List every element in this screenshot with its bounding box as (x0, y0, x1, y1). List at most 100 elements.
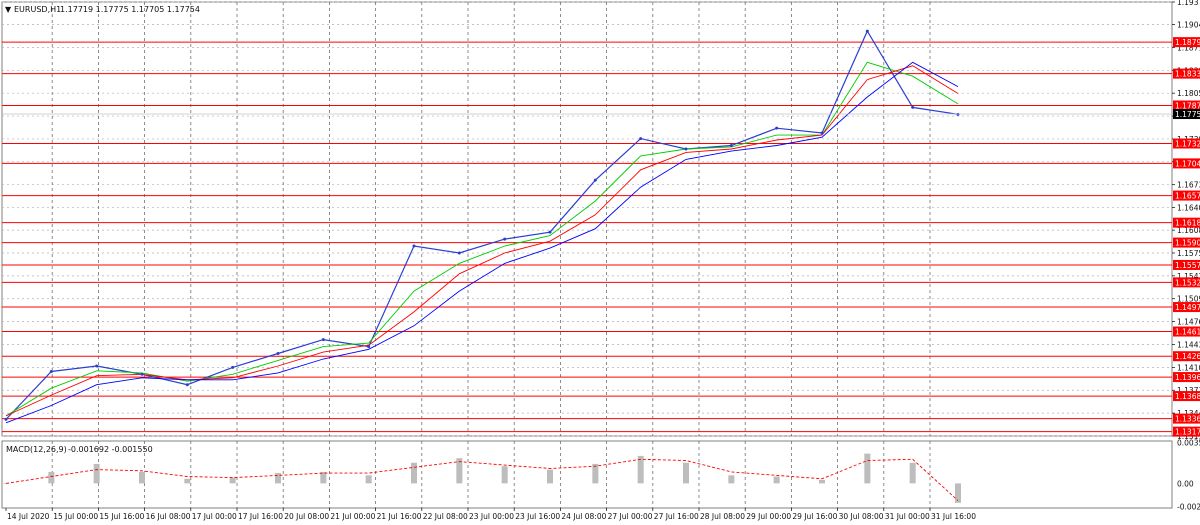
level-badge (1173, 277, 1200, 288)
macd-bar (819, 479, 825, 484)
macd-bar (184, 478, 191, 484)
price-tick-label: 1.19370 (1177, 0, 1200, 7)
level-badge (1173, 372, 1200, 383)
macd-values: -0.001692 -0.001550 (68, 445, 153, 454)
price-point (231, 365, 235, 369)
macd-bar (909, 462, 916, 484)
price-tick-label: 1.16735 (1177, 181, 1200, 190)
level-badge-label: 1.14970 (1175, 303, 1200, 312)
price-tick-label: 1.16405 (1177, 204, 1200, 213)
level-badge (1173, 158, 1200, 169)
level-badge (1173, 259, 1200, 270)
macd-tick-label: -0.00203 (1177, 503, 1200, 512)
price-axis: 1.193701.190451.187151.183851.180551.177… (2, 0, 1200, 441)
price-point (820, 131, 824, 135)
price-point (4, 417, 8, 421)
symbol-header: ▼ EURUSD,H1 1.17719 1.17775 1.17705 1.17… (5, 5, 200, 14)
price-point (95, 364, 99, 368)
price-tick-label: 1.18715 (1177, 43, 1200, 52)
price-line (5, 29, 959, 420)
current-price-label: 1.17754 (1175, 110, 1200, 119)
price-point (593, 178, 597, 182)
level-badge (1173, 351, 1200, 362)
level-badge (1173, 237, 1200, 248)
macd-header: MACD(12,26,9) -0.001692 -0.001550 (6, 445, 153, 454)
time-tick-label: 17 Jul 16:00 (238, 512, 283, 521)
macd-bar (93, 463, 100, 484)
time-tick-label: 22 Jul 08:00 (423, 512, 468, 521)
level-badge-label: 1.13173 (1175, 428, 1200, 437)
grid (2, 1, 1172, 508)
price-tick-label: 1.13770 (1177, 386, 1200, 395)
price-point (548, 230, 552, 234)
level-badge (1173, 413, 1200, 424)
price-tick-label: 1.14760 (1177, 318, 1200, 327)
macd-bar (955, 483, 961, 503)
symbol-label: EURUSD,H1 (14, 5, 61, 14)
time-tick-label: 31 Jul 00:00 (885, 512, 930, 521)
time-tick-label: 15 Jul 00:00 (53, 512, 98, 521)
time-tick-label: 16 Jul 08:00 (146, 512, 191, 521)
level-badge-label: 1.16578 (1175, 192, 1200, 201)
level-badge-label: 1.13960 (1175, 373, 1200, 382)
macd-indicator (3, 453, 961, 503)
price-series (4, 29, 960, 424)
level-badge (1173, 100, 1200, 111)
time-tick-label: 29 Jul 00:00 (746, 512, 791, 521)
time-tick-label: 27 Jul 00:00 (608, 512, 653, 521)
macd-bar (275, 473, 281, 484)
current-price-badge (1173, 109, 1200, 120)
price-tick-label: 1.19045 (1177, 21, 1200, 30)
macd-bar (411, 462, 417, 484)
ma-mid-line (5, 65, 959, 417)
time-tick-label: 23 Jul 16:00 (515, 512, 560, 521)
collapse-triangle-icon[interactable]: ▼ (5, 5, 12, 14)
macd-bar (773, 476, 780, 484)
time-tick-label: 20 Jul 08:00 (284, 512, 329, 521)
level-badge (1173, 190, 1200, 201)
price-point (276, 351, 280, 355)
price-point (140, 372, 144, 376)
level-badge-label: 1.15900 (1175, 239, 1200, 248)
time-axis: 14 Jul 2020 15 Jul 00:00 15 Jul 16:00 16 Ju… (5, 508, 976, 521)
ma-slow-line (5, 61, 959, 424)
level-badge-label: 1.16187 (1175, 219, 1200, 228)
price-point (321, 338, 325, 342)
level-badge (1173, 326, 1200, 337)
price-point (503, 237, 507, 241)
price-point (185, 383, 189, 387)
price-point (911, 105, 915, 109)
macd-bar (592, 463, 599, 484)
macd-bar (3, 483, 9, 484)
time-tick-label: 31 Jul 16:00 (931, 512, 976, 521)
main-pane-frame (1, 1, 1173, 437)
price-point (412, 244, 416, 248)
price-tick-label: 1.14430 (1177, 340, 1200, 349)
horizontal-levels[interactable] (2, 41, 1172, 433)
macd-bar (864, 453, 871, 484)
level-badge-label: 1.17877 (1175, 102, 1200, 111)
price-point (367, 345, 371, 349)
level-badge-label: 1.18337 (1175, 70, 1200, 79)
price-point (775, 126, 779, 130)
time-tick-label: 15 Jul 16:00 (99, 512, 144, 521)
price-point (49, 370, 53, 374)
price-tick-label: 1.18055 (1177, 89, 1200, 98)
macd-bar (139, 471, 145, 484)
level-badge (1173, 391, 1200, 402)
level-badge-label: 1.17329 (1175, 140, 1200, 149)
ohlc-values: 1.17719 1.17775 1.17705 1.17754 (60, 5, 200, 14)
level-badge (1173, 68, 1200, 79)
level-badge (1173, 426, 1200, 437)
price-tick-label: 1.15750 (1177, 249, 1200, 258)
time-tick-label: 23 Jul 00:00 (469, 512, 514, 521)
time-tick-label: 30 Jul 08:00 (839, 512, 884, 521)
price-tick-label: 1.14100 (1177, 363, 1200, 372)
time-tick-label: 17 Jul 00:00 (192, 512, 237, 521)
macd-tick-label: 0.00356 (1177, 439, 1200, 448)
time-tick-label: 27 Jul 16:00 (654, 512, 699, 521)
